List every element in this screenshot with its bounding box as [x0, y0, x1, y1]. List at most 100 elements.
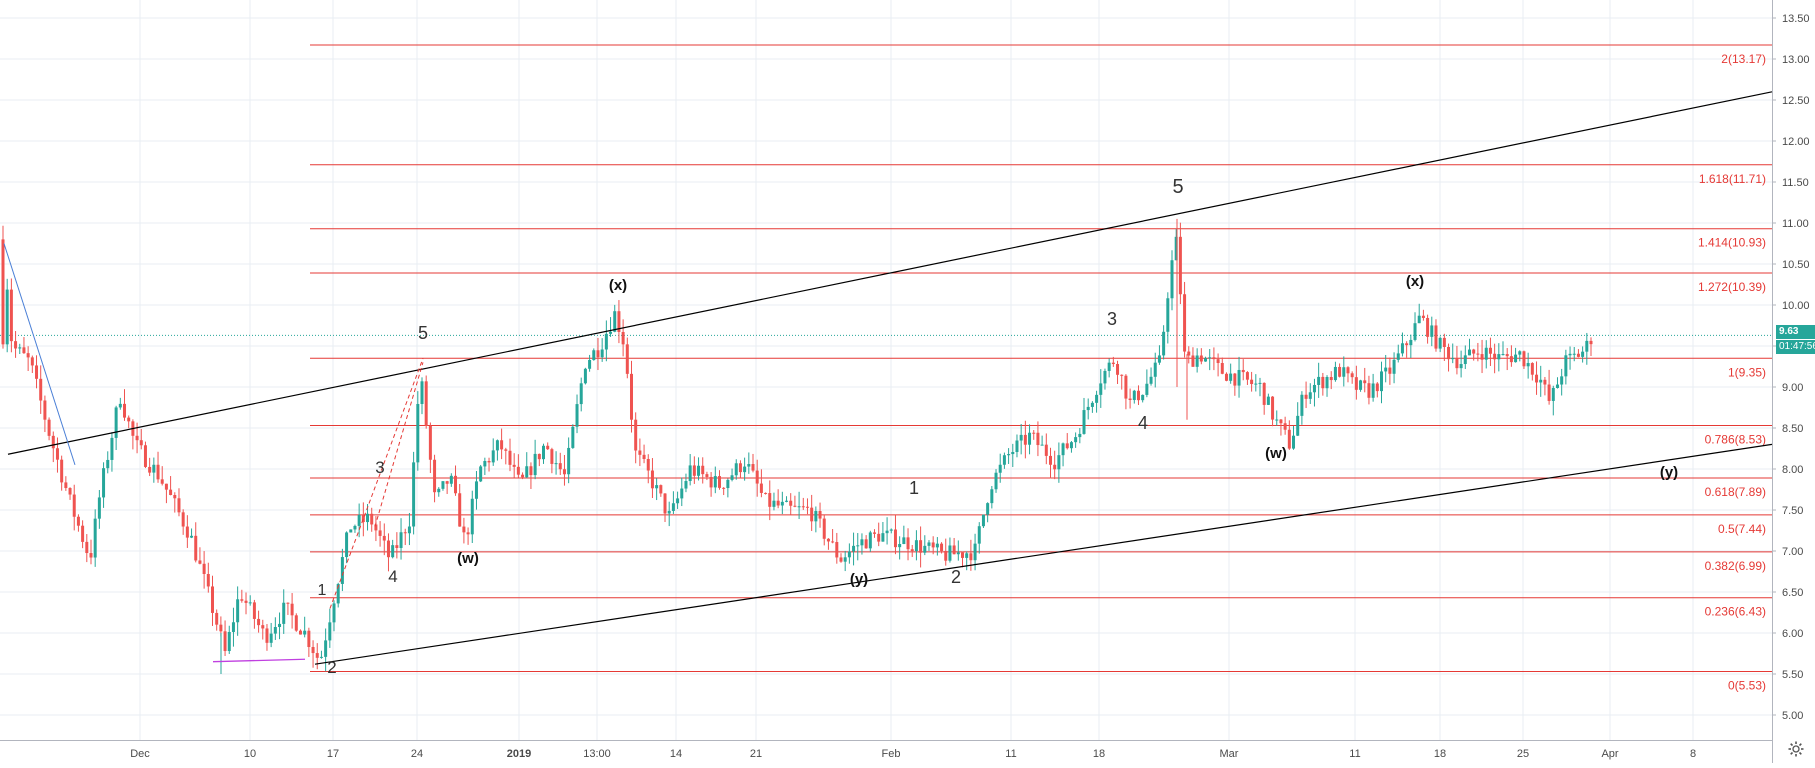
candle-body [1555, 384, 1559, 388]
candle-body [1363, 380, 1367, 384]
candle-body [1493, 353, 1497, 360]
candle-body [1505, 354, 1509, 357]
candle-body [76, 516, 80, 526]
candle-body [487, 460, 491, 463]
candle-body [1187, 351, 1191, 356]
candle-body [495, 440, 499, 451]
x-tick-label: 8 [1690, 748, 1696, 760]
candle-body [550, 449, 554, 464]
candle-body [705, 474, 709, 477]
upper-channel-line [7, 91, 1773, 455]
candle-body [1447, 346, 1451, 360]
candle-body [805, 506, 809, 508]
candle-body [948, 545, 952, 561]
countdown-badge: 01:47:56 [1776, 340, 1815, 354]
fib-label: 0.236(6.43) [1705, 605, 1766, 619]
candle-body [336, 583, 340, 604]
candle-body [366, 513, 370, 523]
settings-gear-icon[interactable] [1787, 740, 1805, 758]
candle-body [1254, 383, 1258, 385]
candle-body [1061, 443, 1065, 456]
candle-body [667, 510, 671, 514]
candle-body [114, 407, 118, 438]
candle-body [483, 460, 487, 467]
candle-body [244, 600, 248, 603]
candle-body [315, 653, 319, 658]
candle-body [1136, 390, 1140, 401]
x-tick-label: 25 [1517, 748, 1529, 760]
candle-body [1476, 353, 1480, 355]
candle-body [768, 493, 772, 507]
candle-body [927, 542, 931, 546]
wave-label: 4 [388, 567, 397, 586]
candle-body [1530, 363, 1534, 375]
candle-body [680, 488, 684, 499]
candle-body [533, 453, 537, 476]
candle-body [542, 445, 546, 460]
candle-body [1208, 357, 1212, 359]
candle-body [374, 524, 378, 531]
y-tick-label: 8.50 [1782, 423, 1803, 435]
grid [0, 0, 1772, 740]
candle-body [123, 403, 127, 418]
candle-body [864, 539, 868, 549]
x-tick-label: 17 [327, 748, 339, 760]
candle-body [1216, 359, 1220, 364]
candle-body [85, 541, 89, 554]
wave-label: 3 [1107, 309, 1117, 329]
candle-body [1518, 351, 1522, 355]
candle-body [1329, 376, 1333, 381]
candle-body [248, 602, 252, 604]
candle-body [676, 498, 680, 504]
candle-body [500, 440, 504, 450]
candle-body [688, 465, 692, 482]
candle-body [462, 526, 466, 533]
candle-body [588, 360, 592, 369]
candle-body [1581, 351, 1585, 357]
candle-body [474, 481, 478, 499]
x-tick-label: 18 [1093, 748, 1105, 760]
candle-body [466, 532, 470, 535]
candle-body [1032, 432, 1036, 434]
y-tick-label: 12.50 [1782, 95, 1810, 107]
candle-body [81, 525, 85, 542]
candle-body [9, 289, 13, 342]
purple-base-line [212, 658, 306, 663]
y-tick-label: 5.50 [1782, 669, 1803, 681]
candle-body [583, 368, 587, 384]
candle-body [361, 514, 365, 523]
x-tick-label: 13:00 [583, 748, 611, 760]
candle-body [1170, 260, 1174, 299]
candle-body [1417, 315, 1421, 324]
candle-body [139, 440, 143, 446]
fib-label: 0.786(8.53) [1705, 433, 1766, 447]
candle-body [1396, 353, 1400, 360]
candle-body [1388, 367, 1392, 374]
candle-body [5, 289, 9, 345]
candle-body [659, 485, 663, 494]
candle-body [558, 463, 562, 470]
candle-body [1250, 379, 1254, 385]
candle-body [990, 489, 994, 504]
candle-body [734, 463, 738, 476]
candle-body [1312, 384, 1316, 393]
dashed-projection-line [329, 358, 424, 609]
candle-body [1484, 347, 1488, 360]
candle-body [424, 381, 428, 426]
candle-body [973, 543, 977, 561]
candle-body [1480, 354, 1484, 360]
candle-body [642, 454, 646, 459]
candle-body [1057, 455, 1061, 470]
fib-label: 0.618(7.89) [1705, 485, 1766, 499]
candle-body [609, 331, 613, 334]
candle-body [772, 500, 776, 507]
y-tick-label: 10.50 [1782, 259, 1810, 271]
candle-body [412, 462, 416, 527]
candle-body [236, 599, 240, 623]
candle-body [839, 557, 843, 562]
candle-body [1304, 394, 1308, 399]
candle-body [1111, 362, 1115, 365]
lower-channel-line [314, 443, 1773, 665]
